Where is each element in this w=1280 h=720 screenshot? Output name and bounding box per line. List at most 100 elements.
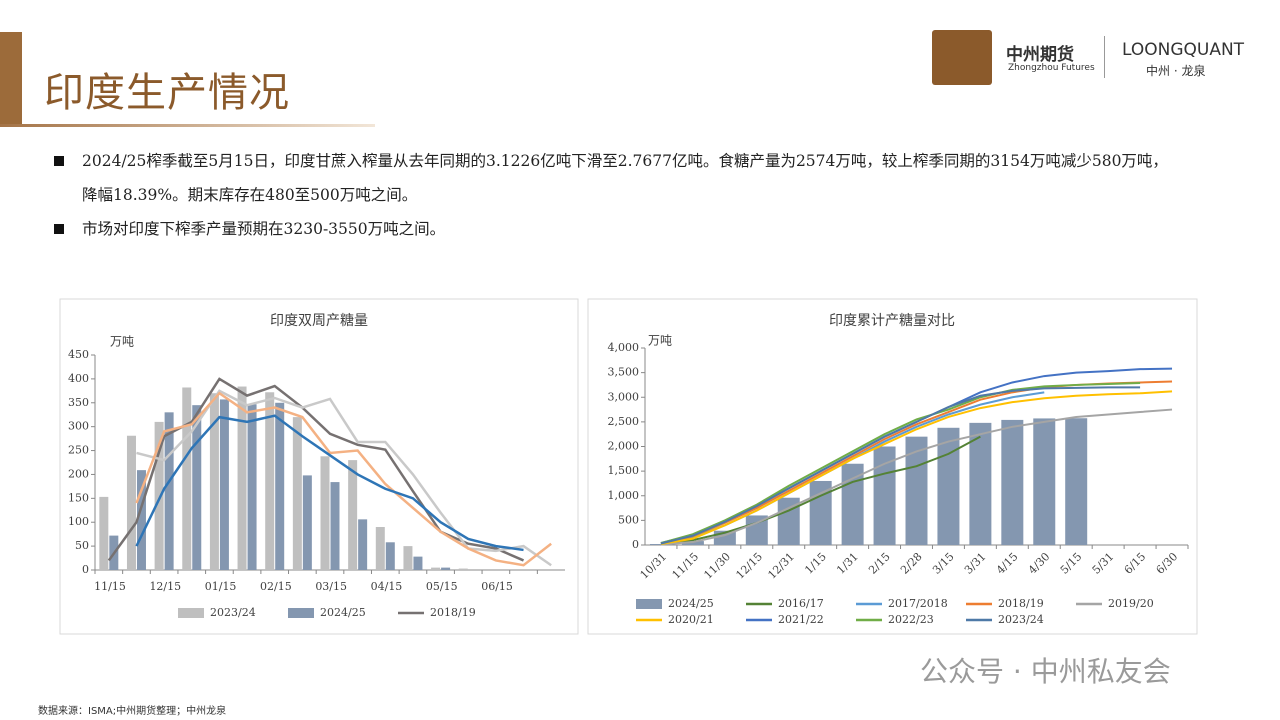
legend-swatch [288, 608, 314, 618]
y-tick-label: 150 [68, 491, 89, 504]
legend-label: 2020/21 [668, 613, 714, 626]
chart-frame [59, 298, 579, 635]
bar [375, 527, 385, 570]
bar [330, 482, 340, 570]
y-tick-label: 1,000 [608, 489, 640, 502]
bar [302, 475, 312, 570]
x-tick-label: 01/15 [205, 580, 237, 593]
x-tick-label: 11/15 [670, 550, 702, 582]
bar [275, 402, 285, 570]
bullet: 2024/25榨季截至5月15日，印度甘蔗入榨量从去年同期的3.1226亿吨下滑… [54, 144, 1172, 212]
x-tick-label: 3/15 [930, 550, 957, 577]
watermark: 公众号 · 中州私友会 [920, 655, 1171, 688]
legend-swatch [178, 608, 204, 618]
x-tick-label: 11/15 [94, 580, 126, 593]
x-tick-label: 12/15 [733, 550, 765, 582]
line [660, 390, 1173, 546]
x-tick-label: 1/15 [802, 550, 829, 577]
x-tick-label: 6/30 [1154, 550, 1181, 577]
bar [320, 456, 330, 570]
legend-label: 2016/17 [778, 597, 824, 610]
y-tick-label: 500 [618, 513, 639, 526]
x-tick-label: 05/15 [426, 580, 458, 593]
bar [937, 427, 960, 545]
line [136, 389, 552, 567]
bar [873, 446, 896, 545]
y-tick-label: 3,000 [608, 390, 640, 403]
x-tick-label: 2/28 [898, 550, 925, 577]
x-tick-label: 2/15 [866, 550, 893, 577]
bar [182, 387, 192, 570]
bar [136, 470, 146, 570]
x-tick-label: 5/15 [1058, 550, 1085, 577]
y-tick-label: 400 [68, 372, 89, 385]
line [660, 386, 1141, 545]
legend-label: 2023/24 [998, 613, 1044, 626]
legend-label: 2017/2018 [888, 597, 948, 610]
line [135, 414, 524, 552]
bar [458, 568, 468, 570]
legend-label: 2024/25 [320, 606, 366, 619]
y-tick-label: 250 [68, 444, 89, 457]
bar [905, 436, 928, 545]
logo-divider [1104, 36, 1105, 78]
slide-title: 印度生产情况 [44, 70, 290, 116]
x-tick-label: 12/31 [765, 550, 797, 582]
chart-frame [587, 298, 1198, 635]
logo-icon [932, 30, 992, 85]
x-tick-label: 4/15 [994, 550, 1021, 577]
y-tick-label: 1,500 [608, 464, 640, 477]
logo-en: Zhongzhou Futures [1008, 63, 1095, 73]
bar [219, 399, 229, 570]
x-tick-label: 3/31 [962, 550, 989, 577]
legend-label: 2019/20 [1108, 597, 1154, 610]
logo-cn: 中州期货 [1006, 45, 1074, 65]
line [660, 408, 1173, 546]
y-tick-label: 0 [82, 563, 89, 576]
x-tick-label: 02/15 [260, 580, 292, 593]
bar [431, 567, 441, 570]
y-tick-label: 0 [632, 538, 639, 551]
title-underline [0, 124, 375, 127]
legend-swatch [636, 599, 662, 609]
source-note: 数据来源：ISMA;中州期货整理；中州龙泉 [38, 706, 227, 717]
bar [237, 386, 247, 570]
brand-cn: 中州 · 龙泉 [1146, 64, 1206, 78]
bar [126, 435, 136, 570]
x-tick-label: 6/15 [1122, 550, 1149, 577]
chart-title: 印度双周产糖量 [270, 313, 368, 329]
y-tick-label: 3,500 [608, 366, 640, 379]
bar [99, 496, 109, 570]
bar [192, 405, 202, 570]
x-tick-label: 03/15 [315, 580, 347, 593]
chart-title: 印度累计产糖量对比 [829, 313, 955, 329]
bar [385, 542, 395, 570]
y-tick-label: 300 [68, 420, 89, 433]
line [660, 435, 981, 545]
bar [1001, 419, 1024, 545]
bar [969, 422, 992, 545]
bar [154, 421, 164, 570]
bar [292, 417, 302, 570]
bar [209, 393, 219, 570]
y-tick-label: 350 [68, 396, 89, 409]
legend-label: 2018/19 [998, 597, 1044, 610]
bar [745, 515, 768, 545]
bar [358, 519, 368, 570]
x-tick-label: 04/15 [371, 580, 403, 593]
bar [1033, 418, 1056, 545]
legend-label: 2024/25 [668, 597, 714, 610]
title-bar [0, 32, 22, 126]
bar [348, 460, 358, 570]
legend-label: 2018/19 [430, 606, 476, 619]
x-tick-label: 1/31 [834, 550, 861, 577]
bar [441, 567, 451, 570]
y-axis-unit: 万吨 [648, 334, 672, 348]
bar [265, 392, 275, 570]
x-tick-label: 11/30 [701, 550, 733, 582]
bullet: 市场对印度下榨季产量预期在3230-3550万吨之间。 [54, 212, 1172, 246]
bar [247, 404, 257, 570]
line [135, 391, 552, 567]
